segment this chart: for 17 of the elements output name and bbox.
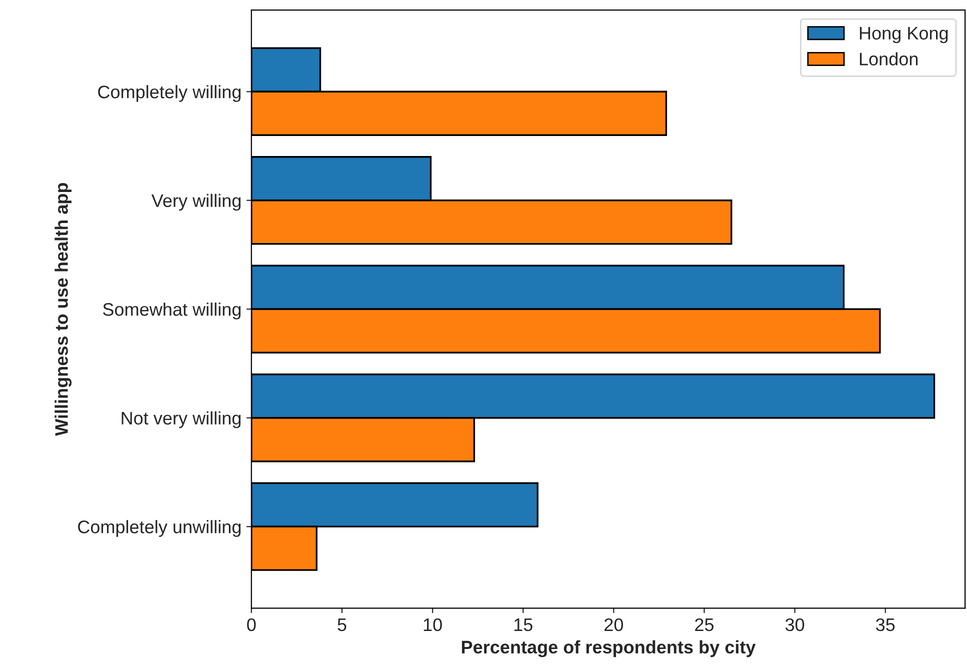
legend-label: London xyxy=(860,52,918,66)
x-tick-label: 35 xyxy=(876,618,895,632)
y-tick-label: Very willing xyxy=(151,194,241,211)
x-axis-title: Percentage of respondents by city xyxy=(462,640,756,658)
x-tick-label: 0 xyxy=(247,618,256,632)
y-tick-label: Somewhat willing xyxy=(103,302,241,320)
x-tick-label: 5 xyxy=(338,618,346,632)
y-tick-label: Completely unwilling xyxy=(78,520,241,537)
legend-label: Hong Kong xyxy=(860,26,948,44)
x-tick-label: 25 xyxy=(695,618,714,632)
y-tick-label: Completely willing xyxy=(98,85,241,102)
x-tick-label: 15 xyxy=(514,618,532,632)
y-axis-title: Willingness to use health app xyxy=(54,183,72,436)
x-tick-label: 10 xyxy=(424,618,442,632)
x-tick-label: 30 xyxy=(785,618,804,632)
y-tick-label: Not very willing xyxy=(122,411,241,428)
x-tick-label: 20 xyxy=(604,618,624,632)
